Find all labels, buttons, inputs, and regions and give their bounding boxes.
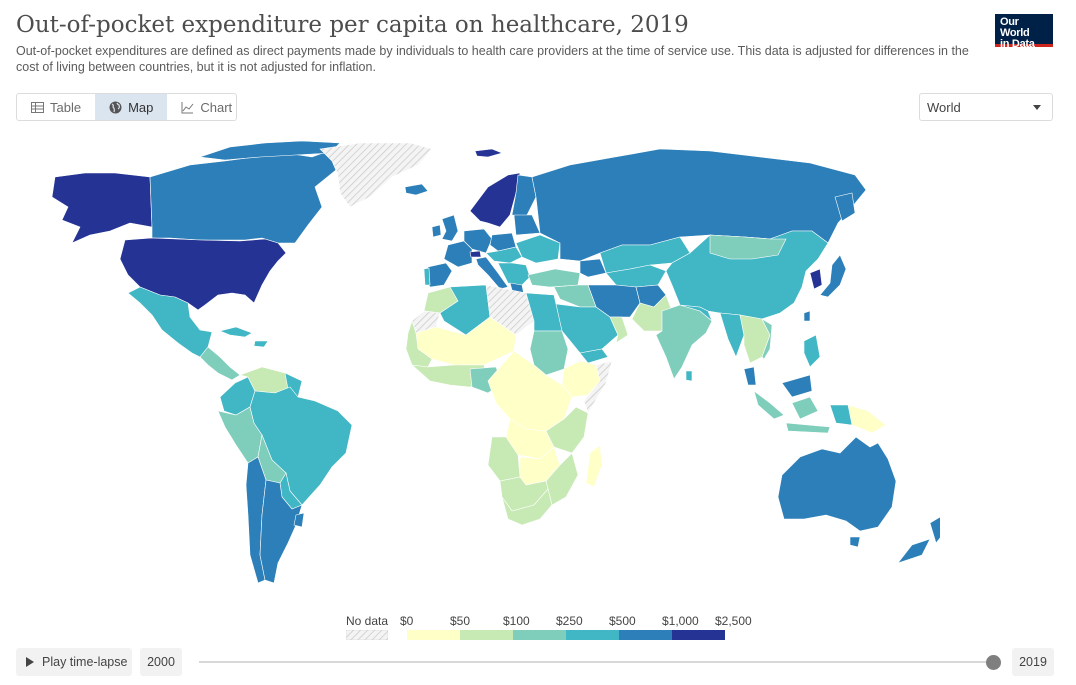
region-madagascar[interactable] (585, 444, 603, 488)
chevron-down-icon (1033, 104, 1041, 110)
legend-color-swatch[interactable] (513, 630, 566, 640)
region-malaysia[interactable] (743, 366, 813, 398)
region-svalbard[interactable] (474, 148, 503, 158)
region-taiwan[interactable] (803, 310, 811, 322)
region-iberia[interactable] (423, 262, 453, 288)
region-oman[interactable] (609, 316, 629, 344)
tab-chart[interactable]: Chart (167, 94, 246, 120)
region-italy[interactable] (475, 256, 509, 290)
legend-no-data-label: No data (346, 614, 389, 628)
region-greenland[interactable] (319, 142, 433, 208)
view-tabs: Table Map Chart (16, 93, 237, 121)
tab-table[interactable]: Table (17, 94, 95, 120)
region-canada[interactable] (149, 146, 341, 244)
legend-bin-label: $50 (450, 614, 471, 628)
logo-line-2: in Data (1000, 38, 1035, 50)
region-kamchatka[interactable] (834, 192, 856, 222)
region-central-europe[interactable] (485, 246, 523, 264)
region-caribbean[interactable] (219, 326, 269, 348)
chart-title: Out-of-pocket expenditure per capita on … (16, 12, 689, 38)
region-mongolia[interactable] (709, 234, 787, 260)
region-papua-new-guinea[interactable] (847, 404, 887, 434)
region-argentina[interactable] (259, 479, 303, 584)
tab-table-label: Table (50, 99, 82, 115)
region-vietnam[interactable] (761, 318, 773, 360)
legend-bin-label: $250 (556, 614, 583, 628)
region-central-africa[interactable] (487, 350, 573, 432)
owid-logo[interactable]: Our World in Data (995, 14, 1053, 50)
region-india[interactable] (655, 304, 713, 380)
region-selector[interactable]: World (919, 93, 1053, 121)
region-caucasus[interactable] (579, 258, 607, 278)
legend-no-data-swatch (346, 630, 388, 640)
region-australia[interactable] (777, 436, 897, 532)
play-timelapse-label: Play time-lapse (42, 655, 128, 669)
region-iceland[interactable] (404, 183, 429, 196)
legend-color-swatch[interactable] (672, 630, 725, 640)
tab-map-label: Map (128, 99, 154, 115)
region-myanmar[interactable] (719, 312, 745, 358)
legend-color-swatch[interactable] (566, 630, 619, 640)
region-japan[interactable] (819, 254, 847, 298)
legend-bin-label: $500 (609, 614, 636, 628)
legend-bin-label: $100 (503, 614, 530, 628)
region-new-guinea-west[interactable] (829, 404, 853, 426)
tab-map[interactable]: Map (95, 94, 168, 120)
timeline-slider-track[interactable] (199, 661, 994, 663)
globe-icon (109, 101, 122, 113)
legend-color-swatch[interactable] (460, 630, 513, 640)
region-central-america[interactable] (199, 346, 241, 381)
region-sudan[interactable] (529, 330, 569, 376)
world-map (51, 140, 940, 584)
timeline-end-year[interactable]: 2019 (1012, 648, 1054, 676)
legend-bin-label: $0 (400, 614, 414, 628)
timeline-slider-handle[interactable] (986, 655, 1001, 670)
region-indonesia[interactable] (753, 390, 831, 434)
region-portugal[interactable] (423, 267, 431, 286)
region-alaska[interactable] (51, 172, 153, 244)
region-turkey[interactable] (527, 268, 581, 288)
region-united-kingdom[interactable] (441, 214, 459, 242)
region-east-africa[interactable] (545, 406, 589, 454)
region-selector-value: World (927, 99, 961, 115)
region-switzerland[interactable] (469, 250, 482, 258)
legend-bin-label: $1,000 (662, 614, 699, 628)
legend-color-swatch[interactable] (619, 630, 672, 640)
chart-subtitle: Out-of-pocket expenditures are defined a… (16, 44, 969, 74)
region-yemen[interactable] (579, 348, 609, 364)
region-norway-sweden[interactable] (469, 172, 521, 228)
region-egypt[interactable] (525, 292, 563, 332)
tab-chart-label: Chart (200, 99, 233, 115)
region-sri-lanka[interactable] (685, 370, 693, 382)
logo-line-1: Our World (1000, 16, 1030, 39)
play-icon (26, 657, 34, 667)
region-korea[interactable] (809, 268, 823, 290)
region-ireland[interactable] (431, 224, 442, 238)
legend-color-swatch[interactable] (407, 630, 460, 640)
legend-bin-label: $2,500 (715, 614, 752, 628)
line-chart-icon (181, 101, 194, 113)
table-icon (31, 101, 44, 113)
region-mexico[interactable] (127, 286, 213, 358)
region-uruguay[interactable] (293, 512, 305, 528)
timeline-start-year[interactable]: 2000 (140, 648, 182, 676)
region-baltics-belarus[interactable] (513, 214, 541, 236)
region-ukraine[interactable] (515, 234, 561, 264)
play-timelapse-button[interactable]: Play time-lapse (16, 648, 132, 676)
region-new-zealand[interactable] (897, 516, 940, 564)
region-tasmania[interactable] (849, 536, 861, 548)
region-philippines[interactable] (803, 334, 821, 368)
region-south-africa[interactable] (501, 488, 553, 526)
